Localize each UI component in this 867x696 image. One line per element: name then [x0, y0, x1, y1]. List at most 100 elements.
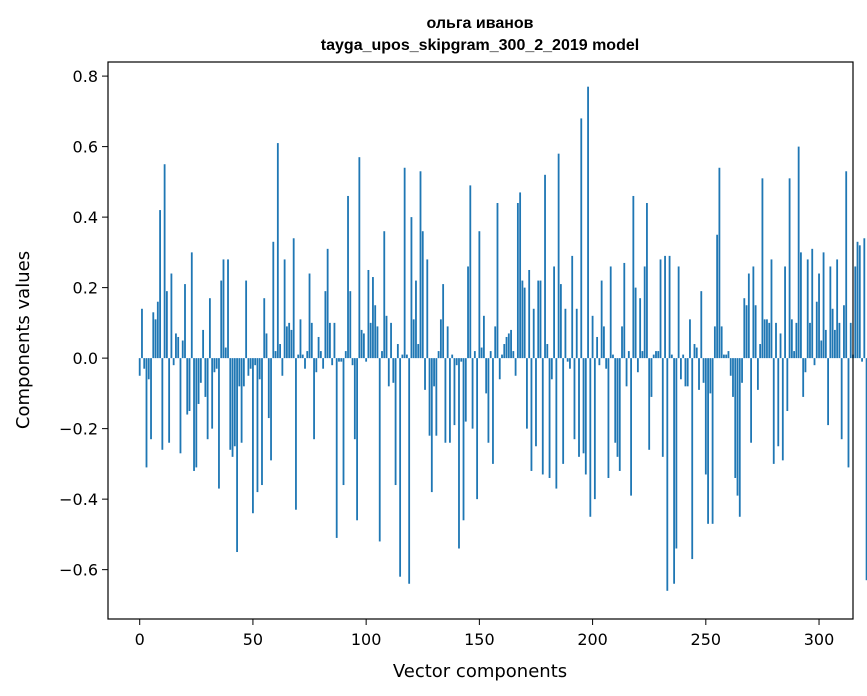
bar [575, 308, 578, 359]
bar [478, 231, 481, 359]
bar [788, 178, 791, 359]
bar [562, 358, 565, 464]
bar [655, 351, 657, 359]
bar [766, 319, 768, 359]
bar [829, 266, 832, 359]
bar [252, 358, 254, 514]
bar [770, 259, 773, 359]
bar [145, 358, 148, 468]
bar [256, 358, 259, 493]
bar [759, 344, 762, 359]
y-tick-label: 0.2 [73, 279, 98, 298]
bar [641, 351, 644, 359]
bar [306, 351, 309, 359]
bar [761, 178, 764, 359]
bar [419, 171, 422, 359]
bar [417, 344, 420, 359]
y-tick-label: 0.0 [73, 349, 98, 368]
bar [865, 358, 867, 581]
bar [184, 284, 186, 359]
bar [691, 358, 694, 560]
bar [806, 259, 809, 359]
bar [537, 280, 540, 359]
bar [453, 358, 456, 426]
bar [580, 118, 583, 359]
bar [213, 358, 216, 373]
bar [612, 354, 614, 359]
bar [718, 167, 721, 359]
bar [505, 336, 508, 359]
bar [181, 340, 184, 359]
bar [415, 280, 417, 359]
bar [249, 358, 252, 369]
bar [648, 358, 651, 450]
bar [211, 358, 214, 429]
bar [297, 354, 300, 359]
bar [553, 266, 555, 359]
bar [143, 358, 146, 369]
bar [186, 358, 189, 415]
bar [824, 329, 827, 359]
bar [197, 358, 200, 404]
bar [752, 266, 755, 359]
bar [849, 322, 852, 359]
bar [460, 358, 463, 362]
bar [743, 298, 746, 359]
bar [713, 326, 716, 359]
bar [627, 351, 630, 359]
bar [471, 358, 474, 429]
bar [858, 245, 861, 359]
bar [811, 248, 814, 359]
bar [557, 153, 560, 359]
bar [793, 351, 796, 359]
bar [421, 231, 424, 359]
bar [745, 305, 748, 359]
bar [775, 322, 777, 359]
bar [435, 358, 438, 436]
bar [723, 354, 725, 359]
bar [772, 358, 775, 464]
bar [571, 255, 574, 359]
bar [734, 358, 737, 478]
bar [797, 146, 800, 359]
bar [154, 319, 157, 359]
bar [680, 358, 682, 380]
bar [702, 358, 705, 383]
bar [444, 358, 447, 443]
bar [535, 358, 537, 447]
bar [786, 358, 789, 412]
bar [616, 358, 619, 457]
bar [446, 326, 449, 359]
bar [598, 358, 601, 366]
bar [390, 322, 392, 359]
bar [838, 322, 841, 359]
bar [347, 195, 349, 359]
bar [833, 329, 836, 359]
bar [664, 255, 666, 359]
bar [442, 284, 445, 359]
bar [698, 358, 700, 390]
bar [147, 358, 150, 380]
chart-title-line-1: ольга иванов [426, 15, 533, 32]
bar [304, 358, 306, 369]
bar [496, 203, 499, 359]
bar [172, 358, 175, 366]
bar [410, 217, 413, 359]
bar [299, 319, 302, 359]
bar [596, 336, 599, 359]
bar [301, 354, 304, 359]
bar [245, 280, 248, 359]
bar [206, 358, 209, 440]
bar [150, 358, 152, 440]
bar [288, 322, 291, 359]
bar [254, 358, 257, 366]
bar [263, 298, 266, 359]
bar [804, 358, 807, 373]
bar [199, 358, 202, 383]
bar [784, 266, 786, 359]
bar [652, 354, 655, 359]
bar [569, 358, 571, 369]
bar [693, 344, 696, 359]
bar [725, 354, 728, 359]
